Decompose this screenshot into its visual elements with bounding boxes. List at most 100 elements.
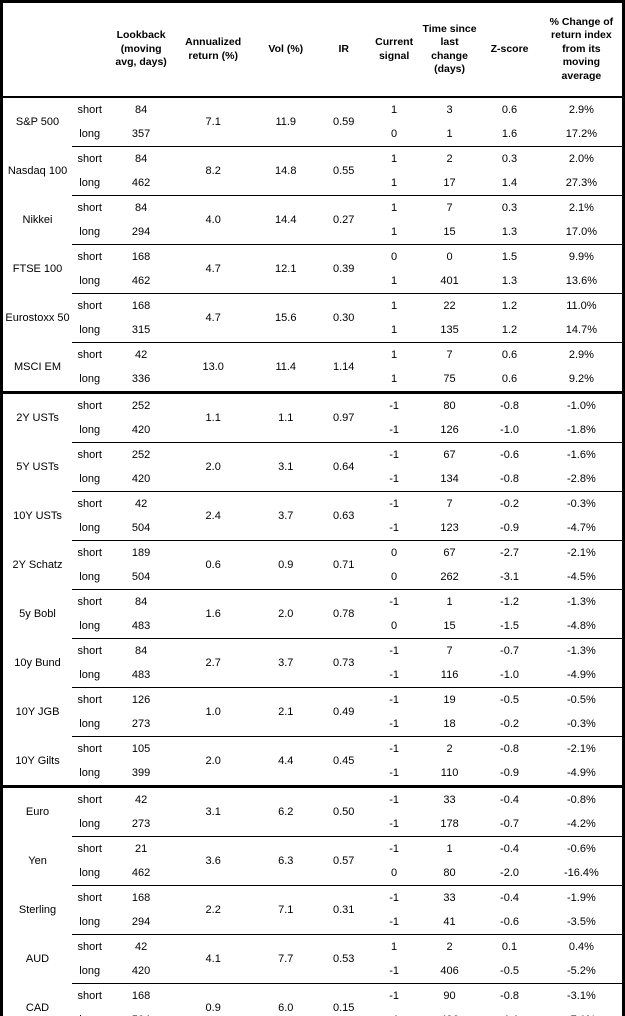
cell-vol: 2.0 bbox=[251, 589, 321, 639]
table-row: 10Y USTs short 42 2.4 3.7 0.63 -1 7 -0.2 -0.3% bbox=[2, 491, 624, 541]
cell-lookback-long: 462 bbox=[131, 177, 151, 189]
asset-name: 10Y USTs bbox=[13, 510, 62, 522]
cell-zscore-long: 0.6 bbox=[501, 373, 518, 385]
cell-lookback-long: 420 bbox=[131, 965, 151, 977]
cell-ir: 0.64 bbox=[320, 442, 368, 492]
cell-pct-change-long: 14.7% bbox=[565, 324, 597, 336]
row-label-short: short bbox=[72, 195, 108, 220]
cell-zscore-long: -2.0 bbox=[500, 867, 520, 879]
cell-signal-long: 1 bbox=[391, 373, 398, 385]
cell-lookback-short: 252 bbox=[107, 391, 175, 418]
row-label-long: long bbox=[79, 965, 101, 977]
cell-lookback-short: 189 bbox=[107, 540, 175, 565]
cell-time-short: 3 bbox=[420, 96, 479, 122]
asset-group-5y-usts: 5Y USTs short 252 2.0 3.1 0.64 -1 67 -0.6 -1.6% lo… bbox=[2, 442, 624, 492]
cell-time-short: 2 bbox=[420, 934, 479, 959]
cell-signal-short: 1 bbox=[367, 342, 421, 367]
row-label-short: short bbox=[72, 836, 108, 861]
cell-pct-change-long: -3.5% bbox=[567, 916, 596, 928]
asset-name: 10y Bund bbox=[14, 657, 61, 669]
cell-lookback-short: 168 bbox=[107, 293, 175, 318]
cell-lookback-long: 294 bbox=[131, 916, 151, 928]
row-label-long: long bbox=[79, 916, 101, 928]
col-header-asset bbox=[1, 1, 73, 98]
cell-time-short: 7 bbox=[420, 342, 479, 367]
cell-zscore-long: -0.9 bbox=[500, 522, 520, 534]
cell-vol: 3.7 bbox=[251, 491, 321, 541]
asset-name: CAD bbox=[25, 1001, 50, 1014]
cell-lookback-short: 126 bbox=[107, 687, 175, 712]
cell-zscore-long: 1.6 bbox=[501, 128, 518, 140]
cell-time-short: 7 bbox=[420, 195, 479, 220]
row-label-short: short bbox=[72, 342, 108, 367]
cell-ir: 0.57 bbox=[320, 836, 368, 886]
cell-signal-long: -1 bbox=[389, 669, 399, 681]
cell-annualized-return: 0.9 bbox=[174, 983, 252, 1016]
cell-pct-change-long: 13.6% bbox=[565, 275, 597, 287]
asset-name: Eurostoxx 50 bbox=[5, 312, 70, 324]
table-row: Nikkei short 84 4.0 14.4 0.27 1 7 0.3 2.1% bbox=[2, 195, 624, 245]
cell-pct-change-short: 2.9% bbox=[540, 96, 624, 122]
table-row: Eurostoxx 50 short 168 4.7 15.6 0.30 1 22 1.2 11.… bbox=[2, 293, 624, 343]
asset-name: Nasdaq 100 bbox=[7, 165, 68, 177]
cell-ir: 0.97 bbox=[320, 391, 368, 443]
cell-pct-change-short: -2.1% bbox=[540, 736, 624, 761]
cell-annualized-return: 4.7 bbox=[174, 293, 252, 343]
table-row: long 315 1 135 1.2 14.7% bbox=[2, 318, 624, 343]
table-row: CAD short 168 0.9 6.0 0.15 -1 90 -0.8 -3.1% bbox=[2, 983, 624, 1016]
cell-zscore-short: -0.4 bbox=[478, 885, 541, 910]
table-row: long 462 0 80 -2.0 -16.4% bbox=[2, 861, 624, 886]
cell-time-long: 123 bbox=[440, 522, 459, 534]
cell-time-long: 116 bbox=[440, 669, 459, 681]
table-row: Euro short 42 3.1 6.2 0.50 -1 33 -0.4 -0.8% bbox=[1, 785, 624, 837]
cell-zscore-short: -0.4 bbox=[478, 785, 541, 812]
cell-vol: 2.1 bbox=[251, 687, 321, 737]
row-label-long: long bbox=[79, 275, 101, 287]
cell-pct-change-long: 17.0% bbox=[565, 226, 597, 238]
cell-pct-change-short: 2.0% bbox=[540, 146, 624, 171]
cell-ir: 0.27 bbox=[320, 195, 368, 245]
cell-signal-long: 0 bbox=[391, 571, 398, 583]
col-header-rowtype bbox=[72, 1, 108, 98]
cell-pct-change-long: 27.3% bbox=[565, 177, 597, 189]
cell-lookback-long: 483 bbox=[131, 620, 151, 632]
asset-name: 5Y USTs bbox=[16, 461, 59, 473]
cell-pct-change-long: -4.9% bbox=[567, 669, 596, 681]
cell-pct-change-long: -2.8% bbox=[567, 473, 596, 485]
row-label-long: long bbox=[79, 128, 101, 140]
cell-signal-long: -1 bbox=[389, 916, 399, 928]
cell-lookback-long: 420 bbox=[131, 424, 151, 436]
cell-time-short: 1 bbox=[420, 589, 479, 614]
row-label-short: short bbox=[72, 885, 108, 910]
table-row: long 420 -1 126 -1.0 -1.8% bbox=[2, 418, 624, 443]
row-label-long: long bbox=[79, 669, 101, 681]
cell-signal-short: 1 bbox=[367, 934, 421, 959]
asset-group-10y-bund: 10y Bund short 84 2.7 3.7 0.73 -1 7 -0.7 -1.3% lon… bbox=[2, 638, 624, 688]
cell-signal-long: 1 bbox=[391, 324, 398, 336]
table-row: Sterling short 168 2.2 7.1 0.31 -1 33 -0.4 -1.9% bbox=[2, 885, 624, 935]
cell-annualized-return: 13.0 bbox=[174, 342, 252, 393]
cell-time-long: 406 bbox=[440, 965, 459, 977]
table-row: long 294 -1 41 -0.6 -3.5% bbox=[2, 910, 624, 935]
asset-group-10y-usts: 10Y USTs short 42 2.4 3.7 0.63 -1 7 -0.2 -0.3% lon… bbox=[2, 491, 624, 541]
cell-vol: 6.2 bbox=[251, 785, 321, 837]
row-label-long: long bbox=[79, 818, 101, 830]
cell-lookback-long: 273 bbox=[131, 818, 151, 830]
table-row: 5Y USTs short 252 2.0 3.1 0.64 -1 67 -0.6 -1.6% bbox=[2, 442, 624, 492]
cell-annualized-return: 3.1 bbox=[174, 785, 252, 837]
table-row: Yen short 21 3.6 6.3 0.57 -1 1 -0.4 -0.6% bbox=[2, 836, 624, 886]
cell-zscore-short: 0.6 bbox=[478, 342, 541, 367]
cell-pct-change-short: -0.5% bbox=[540, 687, 624, 712]
cell-lookback-long: 462 bbox=[131, 867, 151, 879]
cell-pct-change-short: -1.6% bbox=[540, 442, 624, 467]
cell-ir: 0.45 bbox=[320, 736, 368, 787]
cell-zscore-short: -0.4 bbox=[478, 836, 541, 861]
cell-annualized-return: 1.1 bbox=[174, 391, 252, 443]
cell-zscore-short: -2.7 bbox=[478, 540, 541, 565]
table-row: AUD short 42 4.1 7.7 0.53 1 2 0.1 0.4% bbox=[2, 934, 624, 984]
table-row: long 399 -1 110 -0.9 -4.9% bbox=[2, 761, 624, 787]
cell-lookback-short: 84 bbox=[107, 638, 175, 663]
cell-lookback-long: 504 bbox=[107, 1008, 175, 1016]
cell-lookback-short: 105 bbox=[107, 736, 175, 761]
cell-time-long: 18 bbox=[443, 718, 456, 730]
